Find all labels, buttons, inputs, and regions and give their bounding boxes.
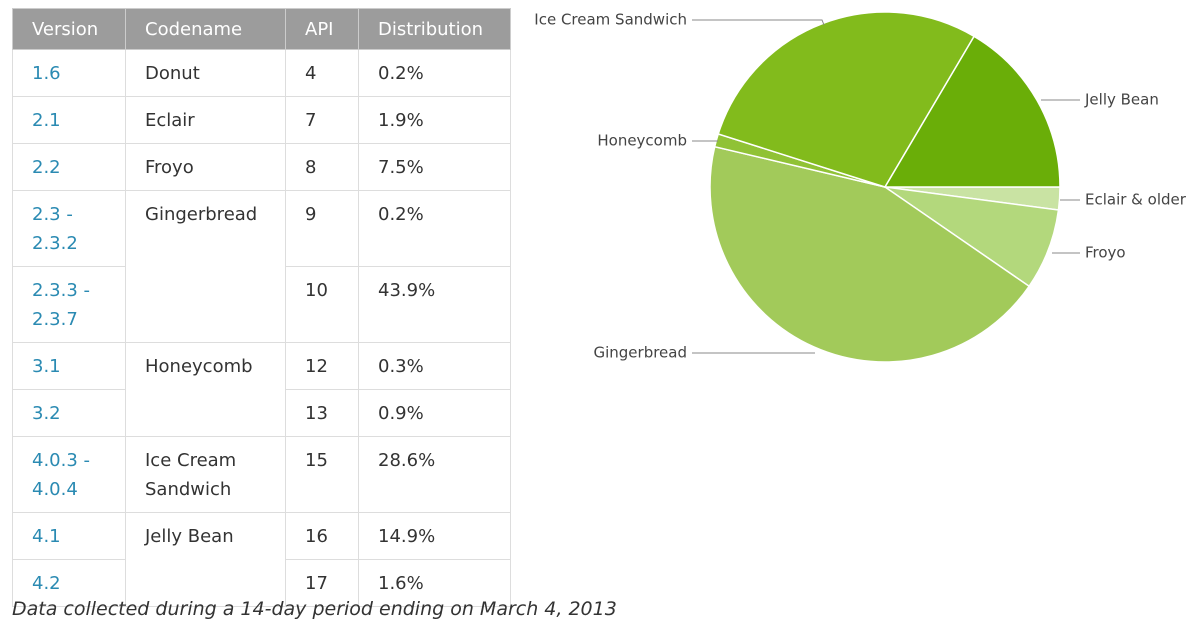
distribution-cell: 14.9%	[358, 512, 511, 560]
api-cell: 15	[285, 436, 359, 513]
slice-label: Froyo	[1085, 244, 1126, 262]
codename-cell: Ice Cream Sandwich	[125, 436, 286, 513]
table-row: 4.2 17 1.6%	[12, 559, 511, 607]
distribution-cell: 0.2%	[358, 49, 511, 97]
version-cell: 3.2	[12, 389, 126, 437]
codename-cell: Gingerbread	[125, 190, 286, 343]
table-row: 3.1 Honeycomb 12 0.3%	[12, 342, 511, 437]
distribution-cell: 1.9%	[358, 96, 511, 144]
version-cell: 1.6	[12, 49, 126, 97]
pie-slice	[709, 145, 1031, 363]
distribution-cell: 43.9%	[358, 266, 511, 343]
api-cell: 7	[285, 96, 359, 144]
codename-cell: Jelly Bean	[125, 512, 286, 607]
api-cell: 13	[285, 389, 359, 437]
slice-label: Eclair & older	[1085, 191, 1187, 209]
table-row: 2.3.3 - 2.3.7 10 43.9%	[12, 266, 511, 343]
slice-label: Jelly Bean	[1084, 91, 1159, 109]
distribution-cell: 0.9%	[358, 389, 511, 437]
slice-label: Honeycomb	[597, 132, 687, 150]
slice-label: Ice Cream Sandwich	[534, 11, 687, 29]
distribution-cell: 0.3%	[358, 342, 511, 390]
table-row: 4.1 Jelly Bean 16 14.9%	[12, 512, 511, 607]
version-table: Version Codename API Distribution 1.6 Donut 4…	[12, 8, 511, 607]
version-cell: 4.1	[12, 512, 126, 560]
api-cell: 8	[285, 143, 359, 191]
table-row: 2.2 Froyo 8 7.5%	[12, 143, 511, 191]
leader-line	[692, 19, 825, 26]
pie-slice	[883, 35, 1061, 188]
table-row: 1.6 Donut 4 0.2%	[12, 49, 511, 97]
table-body: 1.6 Donut 4 0.2% 2.1 Eclair 7 1.9% 2.2 Froyo 8 7.5%…	[12, 49, 511, 607]
api-cell: 12	[285, 342, 359, 390]
table-row: 2.1 Eclair 7 1.9%	[12, 96, 511, 144]
api-cell: 10	[285, 266, 359, 343]
codename-cell: Eclair	[125, 96, 286, 144]
slice-label: Gingerbread	[593, 344, 687, 362]
version-cell: 4.2	[12, 559, 126, 607]
footnote: Data collected during a 14-day period en…	[12, 598, 617, 620]
codename-cell: Donut	[125, 49, 286, 97]
distribution-cell: 1.6%	[358, 559, 511, 607]
table-row: 4.0.3 - 4.0.4 Ice Cream Sandwich 15 28.6%	[12, 436, 511, 513]
column-header: Distribution	[358, 8, 511, 50]
table-header: Version Codename API Distribution	[12, 8, 511, 50]
codename-cell: Froyo	[125, 143, 286, 191]
version-cell: 2.2	[12, 143, 126, 191]
distribution-cell: 28.6%	[358, 436, 511, 513]
column-header: Version	[12, 8, 126, 50]
api-cell: 16	[285, 512, 359, 560]
api-cell: 4	[285, 49, 359, 97]
distribution-cell: 7.5%	[358, 143, 511, 191]
version-cell: 2.3 - 2.3.2	[12, 190, 126, 267]
table-row: 3.2 13 0.9%	[12, 389, 511, 437]
api-cell: 9	[285, 190, 359, 267]
